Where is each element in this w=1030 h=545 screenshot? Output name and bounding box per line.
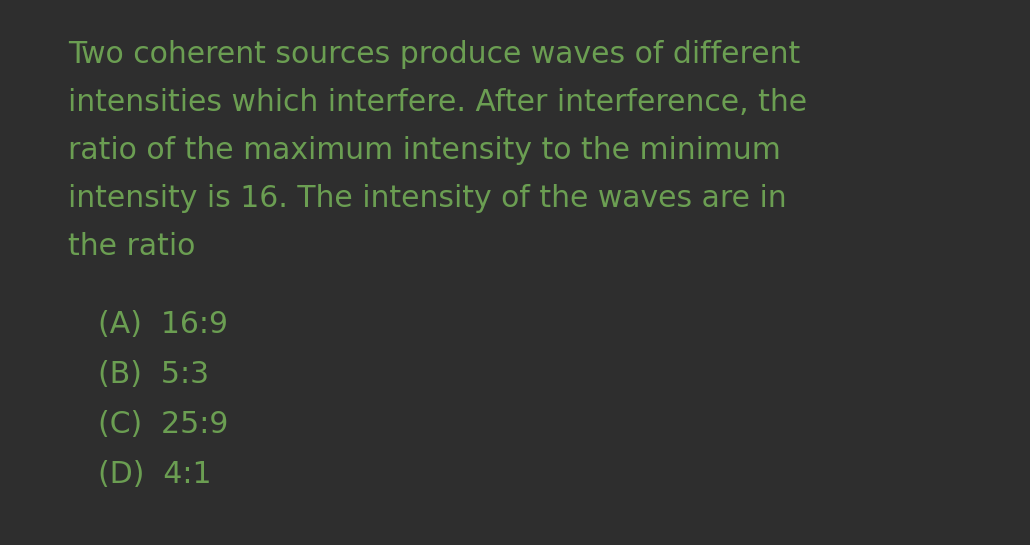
Text: (C)  25:9: (C) 25:9 (98, 410, 229, 439)
Text: (A)  16:9: (A) 16:9 (98, 310, 228, 339)
Text: the ratio: the ratio (68, 232, 196, 261)
Text: ratio of the maximum intensity to the minimum: ratio of the maximum intensity to the mi… (68, 136, 781, 165)
Text: (B)  5:3: (B) 5:3 (98, 360, 209, 389)
Text: intensities which interfere. After interference, the: intensities which interfere. After inter… (68, 88, 808, 117)
Text: (D)  4:1: (D) 4:1 (98, 460, 211, 489)
Text: Two coherent sources produce waves of different: Two coherent sources produce waves of di… (68, 40, 800, 69)
Text: intensity is 16. The intensity of the waves are in: intensity is 16. The intensity of the wa… (68, 184, 787, 213)
